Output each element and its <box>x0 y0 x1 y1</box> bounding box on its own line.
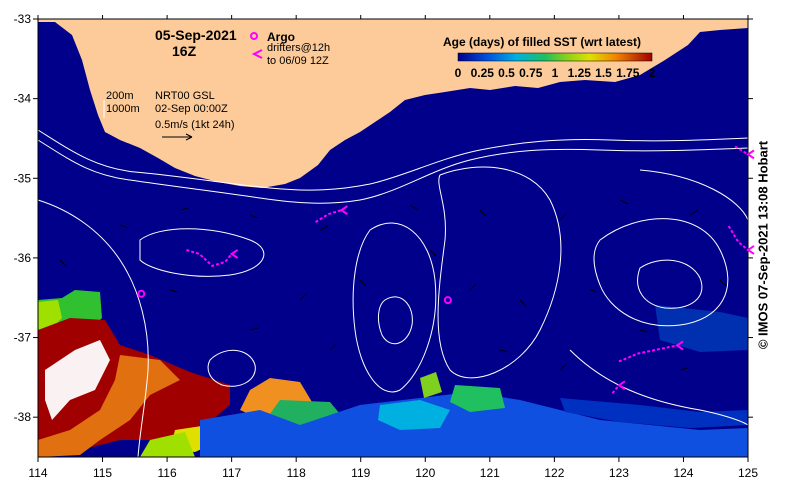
axis-layer: 114 115 116 117 118 119 120 121 122 123 124 125-33-… <box>14 12 759 480</box>
colorbar-tick-label: 0.75 <box>519 66 543 80</box>
map-title-date: 05-Sep-2021 <box>155 27 237 43</box>
sst-patch-orange <box>38 355 180 457</box>
drifter-head <box>675 340 684 351</box>
colorbar-tick-label: 1.75 <box>616 66 640 80</box>
map-title-hour: 16Z <box>172 43 197 59</box>
drifter-head <box>229 249 239 259</box>
colorbar-ramp <box>457 52 653 62</box>
colorbar-title: Age (days) of filled SST (wrt latest) <box>443 35 641 49</box>
x-tick-label: 125 <box>738 466 758 480</box>
argo-legend-icon <box>250 32 258 40</box>
drifter-track <box>734 145 749 156</box>
x-tick-label: 118 <box>287 466 306 480</box>
x-tick-label: 122 <box>544 466 564 480</box>
sst-patch-navy-east <box>655 305 748 352</box>
y-tick-label: -36 <box>14 251 32 265</box>
current-source-label: NRT00 GSL <box>155 90 215 102</box>
current-time-label: 02-Sep 00:00Z <box>155 103 228 115</box>
drifter-legend-label-1: drifters@12h <box>267 42 330 54</box>
argo-legend-label: Argo <box>267 30 295 44</box>
drifter-track <box>611 384 620 394</box>
y-tick-label: -33 <box>14 12 32 26</box>
colorbar-tick-label: 2 <box>649 66 656 80</box>
drifter-track <box>315 209 342 223</box>
drifter-head <box>746 245 755 255</box>
colorbar-tick-label: 0.25 <box>471 66 495 80</box>
drifter-legend-icon <box>251 49 263 59</box>
sst-patch-green-east <box>450 385 505 412</box>
drifter-track <box>727 225 749 251</box>
drifter-head <box>617 380 626 391</box>
x-tick-label: 116 <box>158 466 177 480</box>
sst-patch-cyan <box>378 400 450 430</box>
y-tick-label: -37 <box>14 331 32 345</box>
x-tick-label: 115 <box>93 466 112 480</box>
current-arrows <box>59 199 727 371</box>
argo-layer <box>137 289 452 305</box>
x-tick-label: 119 <box>351 466 370 480</box>
plot-frame <box>37 18 749 458</box>
depth-200m-label: 200m <box>106 90 134 102</box>
sst-patch-blue-band <box>200 392 748 457</box>
x-tick-label: 114 <box>28 466 47 480</box>
drifter-head <box>746 149 755 160</box>
sst-patch-lime-center <box>420 372 442 398</box>
y-tick-label: -34 <box>14 92 32 106</box>
drifter-head <box>339 205 348 215</box>
x-tick-label: 124 <box>673 466 693 480</box>
colorbar-tick-label: 0.5 <box>498 66 515 80</box>
x-tick-label: 121 <box>480 466 500 480</box>
x-tick-label: 120 <box>415 466 435 480</box>
colorbar-tick-label: 0 <box>455 66 462 80</box>
current-scale-label: 0.5m/s (1kt 24h) <box>155 119 234 131</box>
copyright-credit: © IMOS 07-Sep-2021 13:08 Hobart <box>755 140 771 350</box>
drifter-legend-label-2: to 06/09 12Z <box>267 55 329 67</box>
drifter-track <box>618 344 678 363</box>
drifter-layer <box>186 145 755 394</box>
y-tick-label: -38 <box>14 410 32 424</box>
colorbar-tick-group: 0 0.25 0.5 0.75 1 1.25 1.5 1.75 2 <box>455 66 656 80</box>
drifter-track <box>186 248 233 267</box>
sst-patch-white-gaps <box>45 340 110 420</box>
depth-1000m-label: 1000m <box>106 103 140 115</box>
sst-patch-lime-south <box>140 432 195 457</box>
current-scale-arrowhead <box>185 133 193 141</box>
x-tick-label: 123 <box>609 466 629 480</box>
argo-float <box>137 289 146 298</box>
sst-patch-navy-mid <box>560 398 748 428</box>
colorbar-tick-label: 1.25 <box>568 66 592 80</box>
y-tick-label: -35 <box>14 171 32 185</box>
contours <box>37 129 749 458</box>
data-layers <box>38 290 748 457</box>
argo-float <box>443 296 452 305</box>
x-tick-label: 117 <box>222 466 241 480</box>
colorbar-tick-label: 1.5 <box>595 66 612 80</box>
colorbar-tick-label: 1 <box>552 66 559 80</box>
